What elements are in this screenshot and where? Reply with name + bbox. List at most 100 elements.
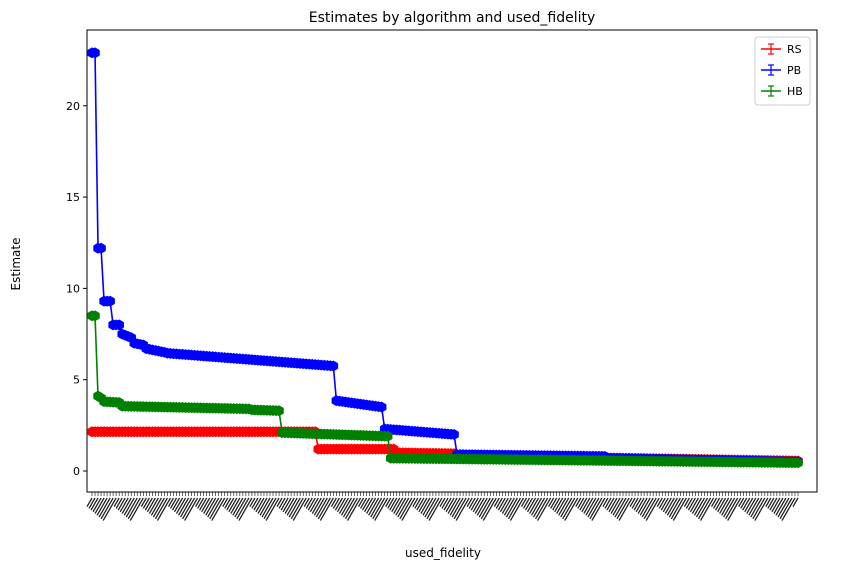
x-tick-glyph [121,497,132,514]
x-tick-label [641,497,654,518]
x-tick-glyph [203,497,214,514]
x-tick-label [633,497,642,511]
x-tick-label [257,497,268,514]
x-tick-glyph [201,497,211,513]
x-tick-glyph [725,497,739,520]
x-tick-label [305,497,313,509]
x-tick-glyph [317,497,331,520]
x-tick-label [98,497,111,518]
x-tick-glyph [117,497,126,511]
x-tick-label [150,497,162,516]
data-point [90,47,100,59]
x-tick-label [499,497,509,513]
x-tick-label [771,497,781,513]
x-tick-glyph [313,497,325,516]
x-tick-glyph [414,497,422,509]
x-tick-label [533,497,546,518]
x-tick-label [528,497,540,514]
x-tick-label [717,497,727,513]
x-tick-label [447,497,458,514]
x-tick-label [385,497,392,507]
x-tick-glyph [742,497,751,511]
x-tick-glyph [366,497,377,514]
x-tick-label [629,497,636,507]
x-tick-glyph [712,497,721,509]
x-tick-glyph [119,497,129,513]
x-tick-label [182,497,196,520]
x-axis-label: used_fidelity [405,546,481,560]
x-tick-glyph [340,497,353,516]
data-point [114,319,124,331]
x-tick-glyph [687,497,696,511]
x-tick-glyph [205,497,217,516]
x-tick-label [119,497,129,513]
x-tick-label [171,497,181,511]
x-tick-label [548,497,555,507]
x-tick-label [100,497,114,520]
x-tick-glyph [746,497,757,514]
x-tick-glyph [307,497,316,511]
x-tick-label [284,497,295,514]
legend-entry-pb: PB [761,64,801,77]
x-tick-glyph [370,497,383,518]
x-tick-glyph [399,497,413,520]
x-tick-glyph [505,497,518,518]
x-tick-label [472,497,482,513]
x-tick-glyph [602,497,609,507]
x-tick-glyph [338,497,350,514]
x-tick-glyph [616,497,630,520]
x-axis [86,492,799,521]
x-tick-glyph [265,497,280,521]
x-tick-label [738,497,745,507]
y-tick-label: 20 [66,100,80,113]
x-tick-label [585,497,597,516]
x-tick-label [195,497,202,507]
x-tick-glyph [276,497,283,507]
x-tick-glyph [503,497,515,516]
x-tick-glyph [629,497,636,507]
x-tick-label [146,497,156,513]
x-tick-label [530,497,543,516]
x-tick-glyph [777,497,790,518]
x-tick-glyph [451,497,464,518]
x-tick-glyph [330,497,337,507]
x-tick-label [507,497,521,520]
x-tick-label [443,497,452,511]
x-tick-glyph [232,497,244,516]
data-point [328,360,339,372]
x-tick-glyph [236,497,250,520]
x-tick-glyph [199,497,208,511]
x-tick-glyph [129,497,144,521]
x-tick-glyph [418,497,428,513]
x-tick-glyph [587,497,600,518]
x-tick-glyph [230,497,241,514]
x-tick-label [199,497,208,511]
x-tick-glyph [752,497,766,520]
data-point [449,428,459,440]
x-tick-label [255,497,265,513]
x-tick-label [610,497,621,514]
x-tick-glyph [497,497,506,511]
x-tick-label [424,497,437,518]
x-tick-glyph [387,497,395,509]
x-tick-label [693,497,706,516]
x-tick-label [662,497,672,513]
x-tick-label [426,497,440,520]
x-tick-label [121,497,132,514]
x-tick-glyph [719,497,730,514]
x-tick-label [292,497,307,521]
x-tick-glyph [699,497,715,521]
x-tick-glyph [257,497,268,514]
x-tick-glyph [721,497,733,516]
x-tick-glyph [98,497,111,518]
x-tick-label [575,497,582,507]
x-tick-label [342,497,356,518]
x-tick-label [344,497,359,520]
x-tick-glyph [389,497,398,511]
x-tick-glyph [645,497,660,521]
x-tick-label [90,497,99,511]
x-tick-label [470,497,479,511]
x-tick-glyph [695,497,709,518]
x-tick-glyph [577,497,585,509]
x-tick-label [309,497,319,513]
